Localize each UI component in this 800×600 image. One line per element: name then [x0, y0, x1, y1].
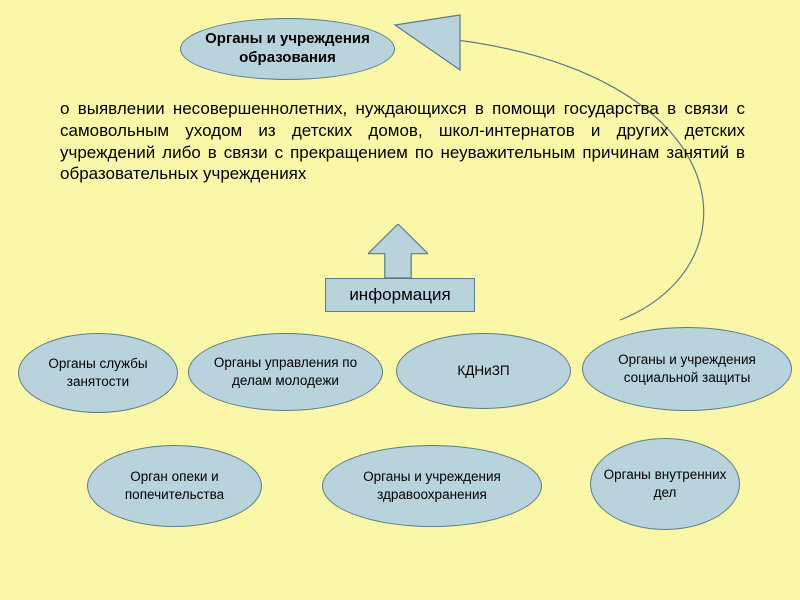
node-youth-affairs: Органы управления по делам молодежи	[188, 333, 383, 411]
node-kdnizp: КДНиЗП	[396, 333, 571, 409]
description-paragraph: о выявлении несовершеннолетних, нуждающи…	[60, 98, 745, 185]
node-label: Органы службы занятости	[25, 355, 171, 390]
node-label: Органы и учреждения социальной защиты	[589, 351, 785, 386]
node-employment-services: Органы службы занятости	[18, 333, 178, 413]
node-label: Органы управления по делам молодежи	[195, 354, 376, 389]
description-text: о выявлении несовершеннолетних, нуждающи…	[60, 99, 745, 183]
node-internal-affairs: Органы внутренних дел	[590, 438, 740, 530]
node-healthcare: Органы и учреждения здравоохранения	[322, 445, 542, 527]
up-arrow-icon	[368, 224, 428, 278]
header-label: Органы и учреждения образования	[191, 30, 384, 68]
info-box: информация	[325, 278, 475, 312]
node-label: Органы и учреждения здравоохранения	[329, 468, 535, 503]
node-guardianship: Орган опеки и попечительства	[87, 445, 262, 527]
node-label: КДНиЗП	[457, 362, 509, 380]
header-ellipse: Органы и учреждения образования	[180, 18, 395, 80]
node-label: Орган опеки и попечительства	[94, 468, 255, 503]
node-social-protection: Органы и учреждения социальной защиты	[582, 327, 792, 411]
info-label: информация	[349, 285, 450, 305]
node-label: Органы внутренних дел	[597, 466, 733, 501]
